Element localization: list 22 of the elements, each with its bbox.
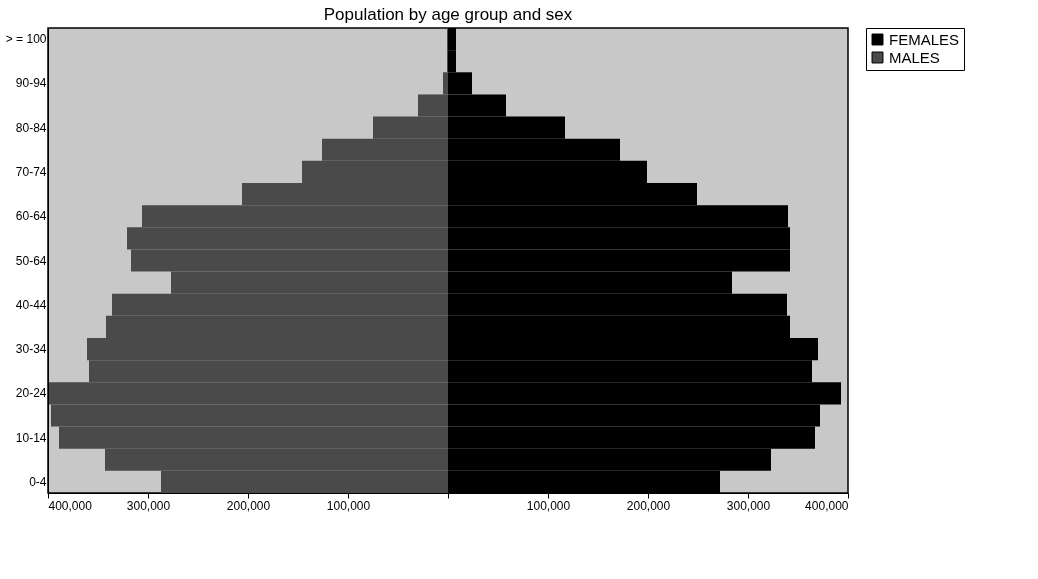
x-tick-label: 200,000 bbox=[226, 498, 271, 513]
y-tick-label: 60-64 bbox=[15, 209, 47, 224]
y-tick-label: 40-44 bbox=[15, 297, 47, 312]
y-tick-label: 90-94 bbox=[15, 76, 47, 91]
y-tick-label: 50-64 bbox=[15, 253, 47, 268]
x-tick-label: 300,000 bbox=[726, 498, 771, 513]
chart-title: Population by age group and sex bbox=[323, 4, 573, 24]
y-tick-label: 20-24 bbox=[15, 386, 47, 401]
y-tick-label: 30-34 bbox=[15, 342, 47, 357]
x-tick-label: 200,000 bbox=[626, 498, 671, 513]
x-tick-label: 100,000 bbox=[526, 498, 571, 513]
y-tick-label: 70-74 bbox=[15, 164, 47, 179]
y-tick-label: 10-14 bbox=[15, 430, 47, 445]
y-tick-label: 80-84 bbox=[15, 120, 47, 135]
x-tick-label: 400,000 bbox=[805, 498, 849, 513]
y-tick-label: 0-4 bbox=[29, 474, 47, 489]
x-tick-label: 300,000 bbox=[126, 498, 171, 513]
legend-label: FEMALES bbox=[889, 30, 960, 48]
x-tick-label: 400,000 bbox=[48, 498, 93, 513]
legend-label: MALES bbox=[889, 48, 940, 66]
x-tick-label: 100,000 bbox=[326, 498, 371, 513]
y-tick-label: > = 100 bbox=[5, 32, 47, 47]
